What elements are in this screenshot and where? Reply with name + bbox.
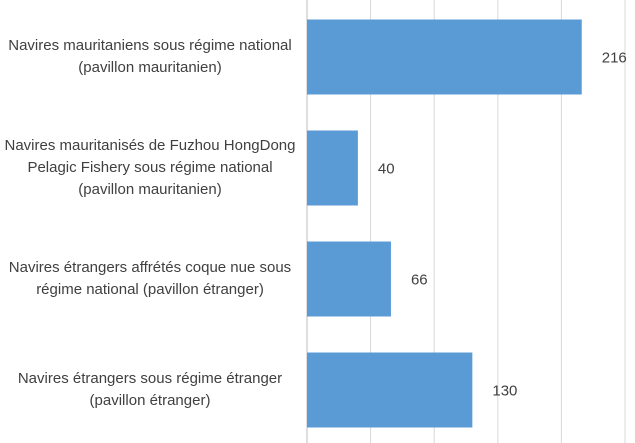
value-label: 40	[378, 160, 395, 177]
bar	[307, 241, 391, 317]
category-label: Navires mauritaniens sous régime nationa…	[8, 36, 292, 76]
value-label: 216	[602, 49, 627, 66]
category-label: Navires étrangers sous régime étranger (…	[17, 369, 283, 409]
value-label: 130	[492, 382, 517, 399]
bar	[307, 352, 473, 428]
category-label: Navires mauritanisés de Fuzhou HongDong …	[4, 136, 296, 198]
value-label: 66	[411, 271, 428, 288]
bar	[307, 130, 358, 206]
category-label: Navires étrangers affrétés coque nue sou…	[8, 258, 292, 298]
bar	[307, 19, 582, 95]
